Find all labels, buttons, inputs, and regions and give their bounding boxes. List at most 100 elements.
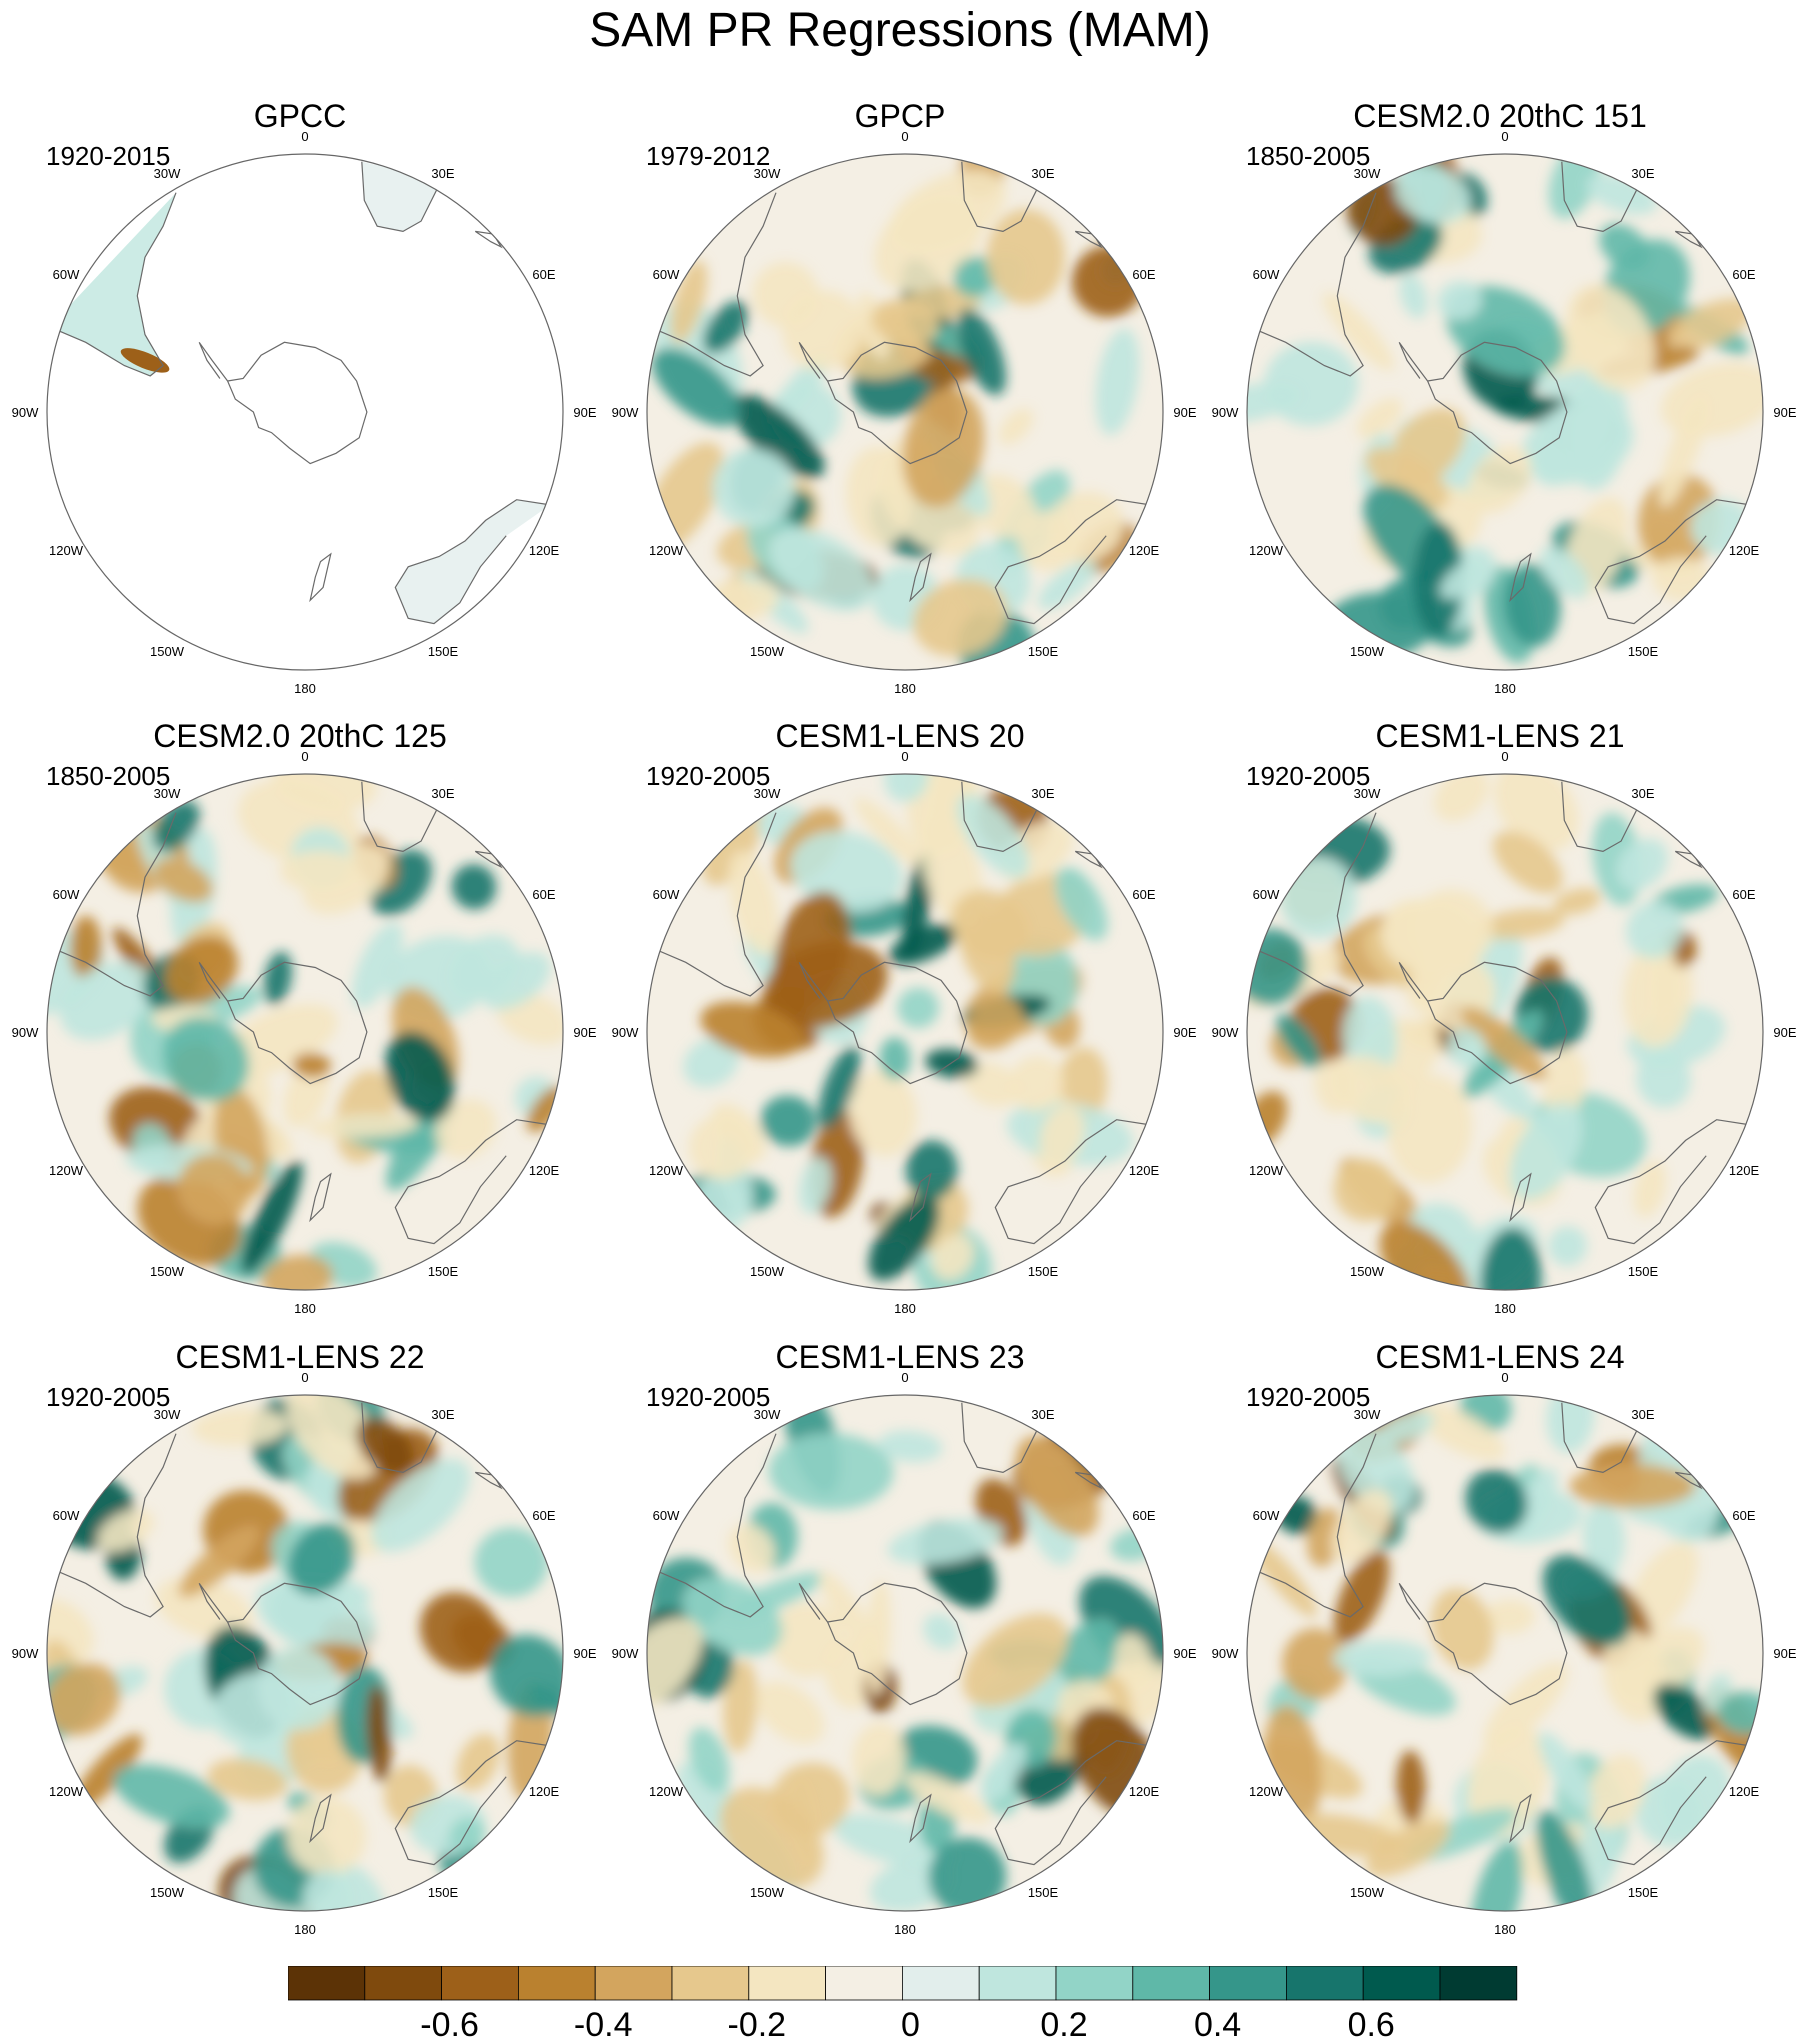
panel-period: 1920-2005 <box>646 761 771 791</box>
negative-anomaly <box>1410 889 1494 968</box>
negative-anomaly <box>1333 1550 1390 1644</box>
longitude-label: 0 <box>901 749 908 764</box>
negative-anomaly <box>192 1408 288 1447</box>
colorbar-swatch <box>441 1966 519 2001</box>
negative-anomaly <box>986 209 1066 305</box>
positive-anomaly <box>1626 900 1684 959</box>
longitude-label: 60E <box>1732 887 1755 902</box>
negative-anomaly <box>951 889 1029 961</box>
negative-anomaly <box>1330 1055 1409 1124</box>
positive-anomaly <box>1336 1426 1415 1514</box>
negative-anomaly <box>848 1069 918 1157</box>
positive-anomaly <box>1465 1469 1528 1534</box>
figure-title: SAM PR Regressions (MAM) <box>589 4 1211 57</box>
map-panel: CESM1-LENS 22 0 30E 60E 90E 120E 150E 180 150W 12… <box>0 1337 600 1957</box>
positive-anomaly <box>1538 1732 1594 1810</box>
positive-anomaly <box>1395 165 1471 224</box>
positive-anomaly <box>1379 579 1426 631</box>
map-boundary <box>46 1394 564 1912</box>
positive-anomaly <box>769 527 874 611</box>
longitude-label: 150E <box>1028 1264 1059 1279</box>
positive-anomaly <box>1653 1683 1715 1740</box>
panel-period: 1850-2005 <box>46 761 171 791</box>
negative-anomaly <box>1333 1159 1398 1222</box>
positive-anomaly <box>1446 1028 1487 1068</box>
longitude-label: 180 <box>294 1922 316 1937</box>
negative-anomaly <box>153 857 213 903</box>
positive-anomaly <box>1440 559 1487 600</box>
longitude-label: 150W <box>750 1885 785 1900</box>
panel-period: 1850-2005 <box>1246 141 1371 171</box>
colorbar-swatch <box>1439 1966 1518 2001</box>
longitude-label: 60W <box>1253 1508 1280 1523</box>
longitude-label: 150W <box>750 1264 785 1279</box>
positive-anomaly <box>1636 1050 1691 1109</box>
negative-anomaly <box>1553 888 1601 915</box>
negative-anomaly <box>865 1579 892 1696</box>
positive-anomaly <box>451 864 497 910</box>
longitude-label: 150W <box>150 1885 185 1900</box>
longitude-label: 30W <box>1354 786 1381 801</box>
negative-anomaly <box>72 1734 143 1811</box>
negative-anomaly <box>1492 831 1563 894</box>
longitude-label: 180 <box>294 681 316 696</box>
coastlines <box>649 161 1151 625</box>
negative-anomaly <box>261 1254 333 1290</box>
negative-anomaly <box>871 299 939 346</box>
negative-anomaly <box>1569 1464 1696 1508</box>
longitude-label: 120E <box>1129 1163 1160 1178</box>
negative-anomaly <box>1365 446 1449 510</box>
positive-anomaly <box>798 1157 832 1214</box>
map-boundary <box>1246 1394 1764 1912</box>
positive-anomaly <box>730 393 825 479</box>
longitude-label: 120E <box>1129 1784 1160 1799</box>
longitude-label: 120W <box>1249 1163 1284 1178</box>
longitude-label: 90E <box>573 405 596 420</box>
longitude-label: 150W <box>750 644 785 659</box>
longitude-label: 90W <box>1212 1025 1239 1040</box>
longitude-label: 30E <box>1031 166 1054 181</box>
negative-anomaly <box>755 1681 825 1744</box>
longitude-label: 180 <box>1494 1301 1516 1316</box>
longitude-label: 0 <box>1501 1370 1508 1385</box>
negative-anomaly <box>435 1098 497 1159</box>
coastlines <box>1249 161 1751 625</box>
map-panel: GPCC 0 30E 60E 90E 120E 150E 180 150W 120W 90W 60W 3… <box>0 96 600 716</box>
positive-anomaly <box>1437 280 1483 321</box>
longitude-label: 90W <box>612 405 639 420</box>
longitude-label: 30E <box>431 166 454 181</box>
precip-field <box>47 154 563 670</box>
positive-anomaly <box>957 308 1006 396</box>
coastlines <box>1249 781 1751 1245</box>
negative-anomaly <box>287 1796 367 1876</box>
longitude-label: 120E <box>529 1163 560 1178</box>
positive-anomaly <box>256 1646 340 1731</box>
negative-anomaly <box>1587 1754 1646 1829</box>
positive-anomaly <box>263 951 293 1005</box>
map-boundary <box>46 153 564 671</box>
negative-anomaly <box>1433 774 1489 822</box>
longitude-label: 120E <box>1729 1163 1760 1178</box>
longitude-label: 90W <box>612 1025 639 1040</box>
polar-map: 0 30E 60E 90E 120E 150E 180 150W 120W 90W 60W 30W <box>1212 749 1797 1316</box>
coastlines <box>1249 1402 1751 1866</box>
negative-anomaly <box>932 1233 974 1280</box>
longitude-label: 150W <box>150 644 185 659</box>
negative-anomaly <box>286 1395 381 1480</box>
positive-anomaly <box>1377 1411 1435 1444</box>
longitude-label: 30E <box>1031 786 1054 801</box>
longitude-label: 150W <box>1350 1885 1385 1900</box>
longitude-label: 30E <box>431 1407 454 1422</box>
longitude-label: 150E <box>428 1885 459 1900</box>
precip-field <box>1247 774 1763 1290</box>
panel-title: CESM1-LENS 22 <box>175 1339 425 1375</box>
longitude-label: 60E <box>1732 267 1755 282</box>
colorbar-tick-label: -0.6 <box>420 2006 479 2042</box>
negative-anomaly <box>120 348 170 373</box>
negative-anomaly <box>1282 1628 1348 1700</box>
negative-anomaly <box>279 850 361 892</box>
negative-anomaly <box>723 1659 758 1753</box>
positive-anomaly <box>884 774 929 802</box>
positive-anomaly <box>1634 1777 1704 1848</box>
map-boundary <box>646 153 1164 671</box>
